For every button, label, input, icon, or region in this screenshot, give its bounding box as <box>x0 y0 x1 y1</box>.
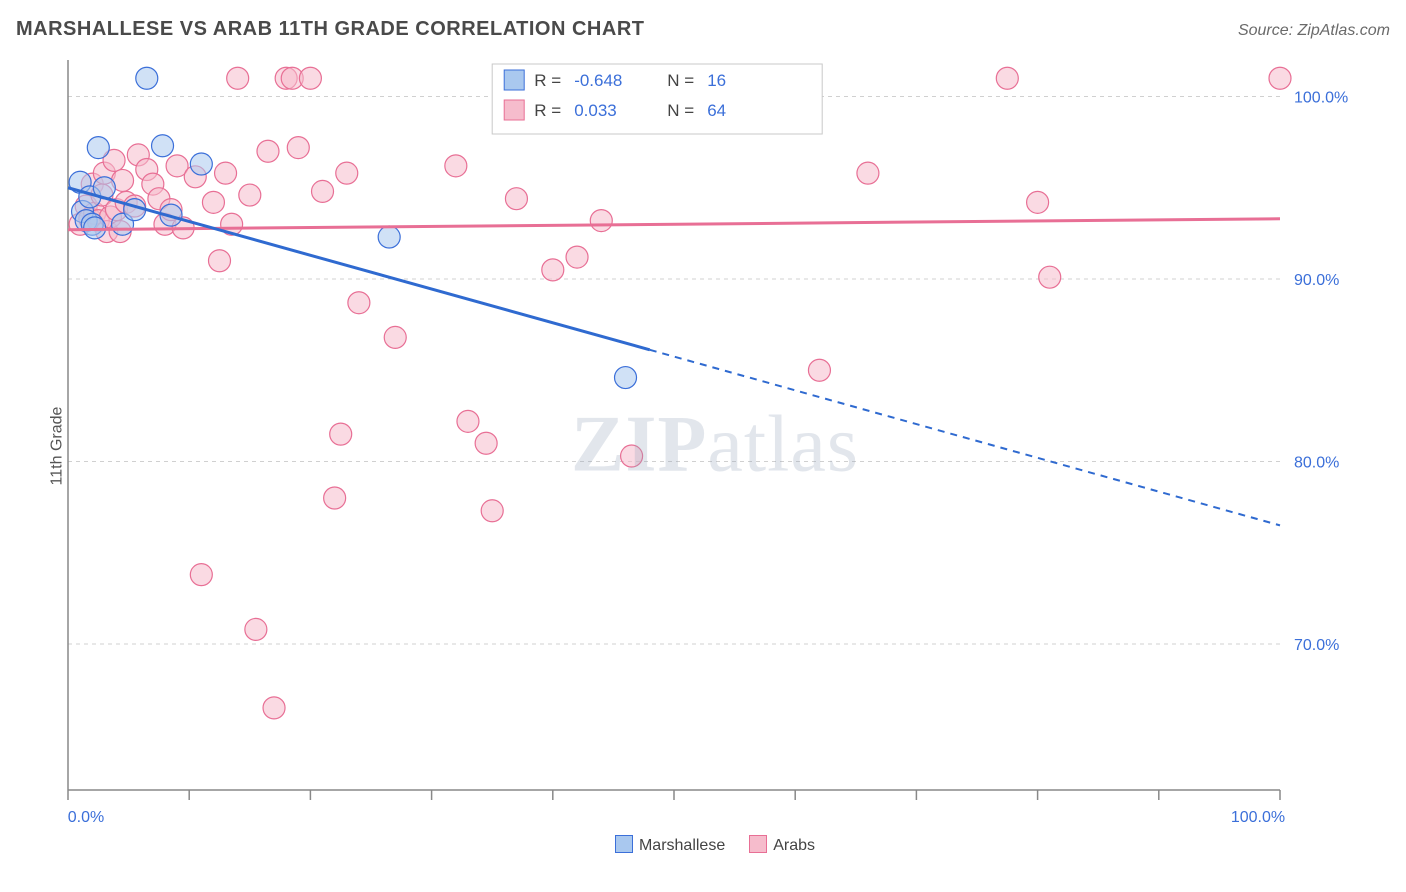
scatter-point <box>457 410 479 432</box>
scatter-point <box>1269 67 1291 89</box>
x-tick-label: 0.0% <box>68 809 104 826</box>
stats-text: N = <box>667 71 694 90</box>
chart-source: Source: ZipAtlas.com <box>1238 22 1390 40</box>
scatter-point <box>621 445 643 467</box>
legend-label: Arabs <box>773 837 815 854</box>
footer-legend: Marshallese Arabs <box>0 835 1406 855</box>
stats-text: R = <box>534 71 561 90</box>
scatter-point <box>857 162 879 184</box>
plot-area: 70.0% 80.0% 90.0% 100.0% 0.0% 100.0% R = -0.648… <box>60 55 1370 835</box>
scatter-point <box>590 210 612 232</box>
scatter-point <box>136 67 158 89</box>
scatter-point <box>475 432 497 454</box>
chart-title: MARSHALLESE VS ARAB 11TH GRADE CORRELATI… <box>16 18 644 41</box>
scatter-point <box>445 155 467 177</box>
scatter-point <box>505 188 527 210</box>
scatter-point <box>215 162 237 184</box>
legend-swatch <box>749 835 767 853</box>
scatter-point <box>257 140 279 162</box>
scatter-point <box>481 500 503 522</box>
scatter-point <box>84 217 106 239</box>
y-tick-label: 70.0% <box>1294 637 1339 654</box>
scatter-point <box>312 180 334 202</box>
scatter-point <box>190 564 212 586</box>
scatter-point <box>87 137 109 159</box>
scatter-point <box>263 697 285 719</box>
stats-text: N = <box>667 101 694 120</box>
scatter-point <box>384 326 406 348</box>
scatter-point <box>330 423 352 445</box>
legend-swatch <box>504 70 524 90</box>
scatter-point <box>202 191 224 213</box>
stats-text: -0.648 <box>574 71 622 90</box>
scatter-point <box>227 67 249 89</box>
scatter-svg: 70.0% 80.0% 90.0% 100.0% 0.0% 100.0% R = -0.648… <box>60 55 1370 835</box>
scatter-point <box>239 184 261 206</box>
scatter-point <box>996 67 1018 89</box>
stats-text: 64 <box>707 101 726 120</box>
scatter-point <box>299 67 321 89</box>
scatter-point <box>615 367 637 389</box>
scatter-point <box>152 135 174 157</box>
scatter-point <box>348 292 370 314</box>
legend-label: Marshallese <box>639 837 725 854</box>
scatter-point <box>542 259 564 281</box>
y-tick-label: 100.0% <box>1294 90 1348 107</box>
legend-swatch <box>615 835 633 853</box>
legend-swatch <box>504 100 524 120</box>
x-tick-label: 100.0% <box>1231 809 1285 826</box>
stats-text: R = <box>534 101 561 120</box>
y-tick-label: 80.0% <box>1294 455 1339 472</box>
scatter-point <box>1039 266 1061 288</box>
trend-line <box>68 219 1280 230</box>
scatter-point <box>566 246 588 268</box>
stats-text: 0.033 <box>574 101 617 120</box>
scatter-point <box>190 153 212 175</box>
scatter-point <box>808 359 830 381</box>
scatter-point <box>336 162 358 184</box>
chart-header: MARSHALLESE VS ARAB 11TH GRADE CORRELATI… <box>16 18 1390 41</box>
scatter-point <box>287 137 309 159</box>
scatter-point <box>245 618 267 640</box>
scatter-point <box>324 487 346 509</box>
y-tick-label: 90.0% <box>1294 272 1339 289</box>
scatter-point <box>1027 191 1049 213</box>
trend-line-dashed <box>650 350 1280 526</box>
scatter-point <box>378 226 400 248</box>
scatter-point <box>209 250 231 272</box>
stats-text: 16 <box>707 71 726 90</box>
